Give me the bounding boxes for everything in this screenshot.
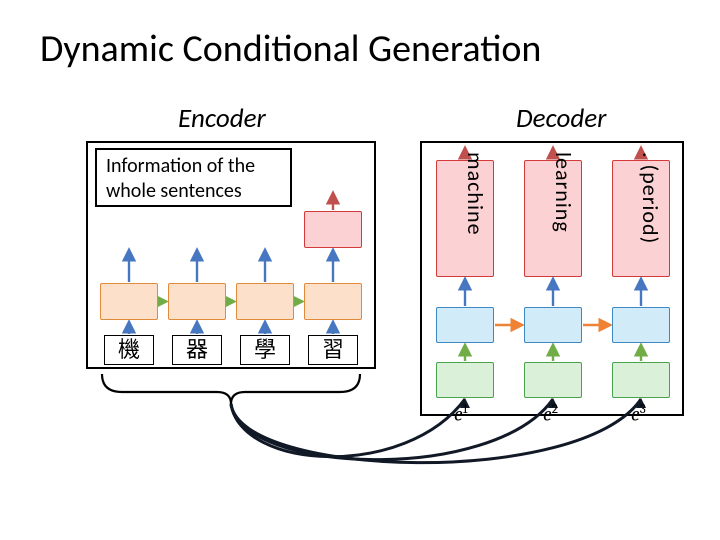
info-box: Information of the whole sentences: [95, 148, 292, 207]
encoder-state: [236, 283, 294, 320]
decoder-label: Decoder: [516, 102, 606, 135]
decoder-output-label: learning: [550, 152, 577, 233]
decoder-context-cell: [524, 362, 582, 398]
encoder-top-state: [304, 211, 362, 248]
context-label: c1: [454, 402, 467, 426]
encoder-state: [168, 283, 226, 320]
decoder-output-label: . (period): [637, 152, 664, 244]
encoder-label: Encoder: [178, 102, 266, 135]
decoder-context-cell: [612, 362, 670, 398]
decoder-output-label: machine: [462, 152, 489, 236]
encoder-token: 機: [104, 335, 154, 365]
encoder-token: 學: [240, 335, 290, 365]
decoder-hidden-cell: [524, 307, 582, 343]
encoder-state: [100, 283, 158, 320]
page-title: Dynamic Conditional Generation: [40, 26, 541, 72]
encoder-token: 習: [308, 335, 358, 365]
context-label: c2: [543, 402, 558, 426]
encoder-state: [304, 283, 362, 320]
context-label: c3: [631, 402, 646, 426]
decoder-hidden-cell: [612, 307, 670, 343]
decoder-context-cell: [436, 362, 494, 398]
decoder-hidden-cell: [436, 307, 494, 343]
encoder-token: 器: [172, 335, 222, 365]
